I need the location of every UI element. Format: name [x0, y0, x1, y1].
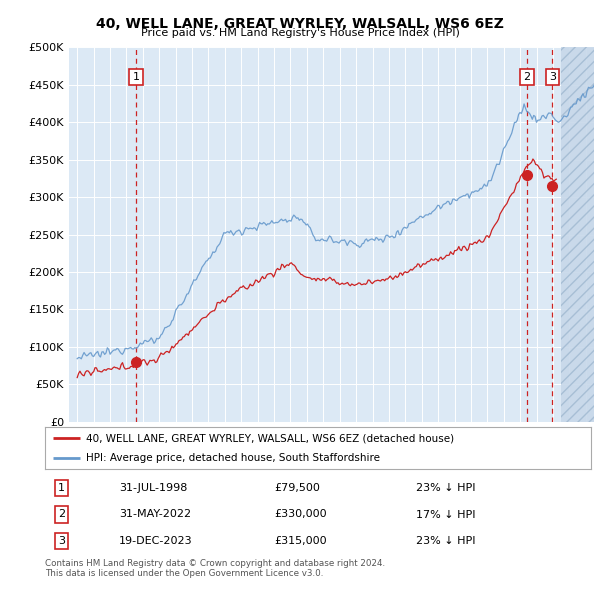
Text: 31-MAY-2022: 31-MAY-2022 [119, 510, 191, 519]
Text: HPI: Average price, detached house, South Staffordshire: HPI: Average price, detached house, Sout… [86, 454, 380, 463]
Text: 40, WELL LANE, GREAT WYRLEY, WALSALL, WS6 6EZ (detached house): 40, WELL LANE, GREAT WYRLEY, WALSALL, WS… [86, 433, 454, 443]
Text: 23% ↓ HPI: 23% ↓ HPI [416, 536, 476, 546]
Text: 31-JUL-1998: 31-JUL-1998 [119, 483, 187, 493]
Text: 2: 2 [523, 72, 530, 82]
Text: Contains HM Land Registry data © Crown copyright and database right 2024.
This d: Contains HM Land Registry data © Crown c… [45, 559, 385, 578]
Text: 3: 3 [58, 536, 65, 546]
Text: 2: 2 [58, 510, 65, 519]
Text: 23% ↓ HPI: 23% ↓ HPI [416, 483, 476, 493]
Text: 40, WELL LANE, GREAT WYRLEY, WALSALL, WS6 6EZ: 40, WELL LANE, GREAT WYRLEY, WALSALL, WS… [96, 17, 504, 31]
Bar [561, 47, 600, 422]
Text: £330,000: £330,000 [274, 510, 327, 519]
Text: 17% ↓ HPI: 17% ↓ HPI [416, 510, 476, 519]
Text: £315,000: £315,000 [274, 536, 327, 546]
Text: 3: 3 [549, 72, 556, 82]
Text: 1: 1 [133, 72, 139, 82]
Text: 1: 1 [58, 483, 65, 493]
Text: 19-DEC-2023: 19-DEC-2023 [119, 536, 193, 546]
Text: £79,500: £79,500 [274, 483, 320, 493]
Text: Price paid vs. HM Land Registry's House Price Index (HPI): Price paid vs. HM Land Registry's House … [140, 28, 460, 38]
